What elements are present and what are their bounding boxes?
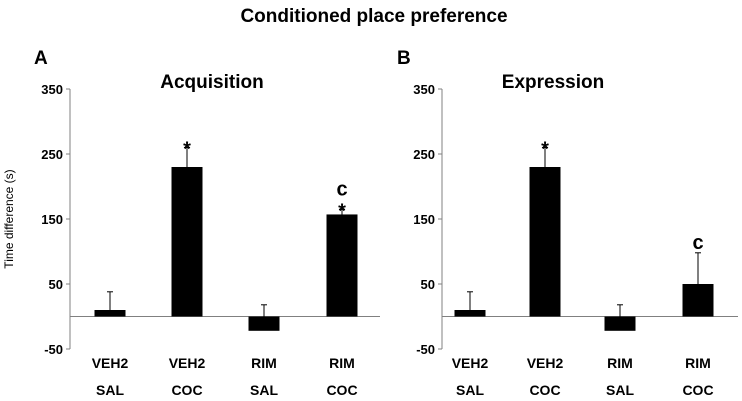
panel-b-bar (529, 167, 561, 317)
panel-b-y-tick-label: 250 (413, 147, 435, 162)
panel-a-title: Acquisition (160, 72, 263, 93)
panel-a-bar (248, 316, 280, 331)
panel-a-significance-star: * (183, 139, 191, 161)
panel-a-category-label-bottom: SAL (250, 382, 278, 398)
panel-a-letter: A (34, 48, 48, 69)
panel-a-y-tick-label: 350 (41, 82, 63, 97)
panel-b-category-label-bottom: SAL (456, 382, 484, 398)
panel-b-y-tick-label: 150 (413, 212, 435, 227)
panel-a-bar (326, 214, 358, 317)
panel-b-bar (454, 310, 486, 317)
panel-b-category-label-top: RIM (607, 355, 633, 371)
panel-a-category-label-top: VEH2 (169, 355, 206, 371)
panel-b-significance-letter: c (692, 232, 703, 254)
panel-a-y-axis-label: Time difference (s) (2, 169, 16, 268)
panel-b-category-label-top: VEH2 (527, 355, 564, 371)
panel-b-y-tick-label: 350 (413, 82, 435, 97)
panel-b-category-label-bottom: COC (529, 382, 560, 398)
panel-a-y-tick-label: -50 (44, 342, 63, 357)
panel-b-y-tick-label: 50 (421, 277, 435, 292)
panel-b-letter: B (397, 48, 411, 69)
panel-a-category-label-top: RIM (251, 355, 277, 371)
figure-title: Conditioned place preference (240, 6, 507, 27)
panel-a-category-label-bottom: COC (171, 382, 202, 398)
panel-a-y-tick-label: 250 (41, 147, 63, 162)
panel-b-category-label-top: RIM (685, 355, 711, 371)
panel-b-category-label-top: VEH2 (452, 355, 489, 371)
chart-panels: A Acquisition -50 50 150 250 350 Time differenc… (2, 48, 738, 398)
panel-b-category-label-bottom: COC (682, 382, 713, 398)
panel-b-y-tick-label: -50 (416, 342, 435, 357)
panel-a-significance-letter: c (336, 178, 347, 200)
panel-a-category-label-top: RIM (329, 355, 355, 371)
panel-b-category-label-bottom: SAL (606, 382, 634, 398)
panel-b-title: Expression (502, 72, 604, 93)
panel-b-significance-star: * (541, 139, 549, 161)
panel-a-bar (94, 310, 126, 317)
panel-a-y-tick-label: 50 (49, 277, 63, 292)
panel-a-bar (171, 167, 203, 317)
panel-a-y-tick-label: 150 (41, 212, 63, 227)
panel-a-significance-star: * (338, 200, 346, 222)
panel-a-category-label-bottom: COC (326, 382, 357, 398)
panel-b-bar (682, 284, 714, 317)
panel-a-category-label-top: VEH2 (92, 355, 129, 371)
panel-b-bar (604, 316, 636, 331)
panel-a-category-label-bottom: SAL (96, 382, 124, 398)
